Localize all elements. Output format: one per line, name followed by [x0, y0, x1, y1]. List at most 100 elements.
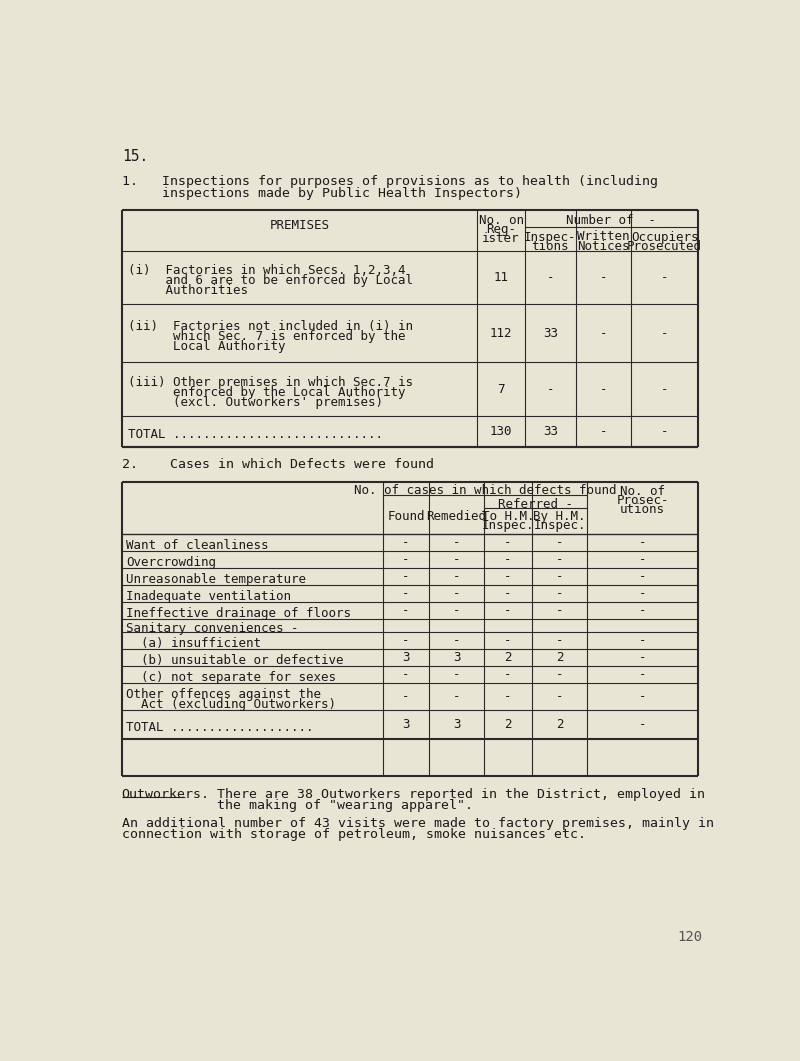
Text: Inspec.: Inspec. — [534, 519, 586, 533]
Text: -: - — [453, 587, 460, 599]
Text: -: - — [402, 691, 410, 703]
Text: (iii) Other premises in which Sec.7 is: (iii) Other premises in which Sec.7 is — [128, 376, 413, 388]
Text: -: - — [661, 425, 668, 438]
Text: Notices: Notices — [577, 240, 630, 253]
Text: 2: 2 — [556, 651, 563, 664]
Text: -: - — [556, 634, 563, 647]
Text: (c) not separate for sexes: (c) not separate for sexes — [126, 672, 336, 684]
Text: -: - — [600, 271, 607, 284]
Text: -: - — [638, 553, 646, 566]
Text: 120: 120 — [678, 929, 702, 943]
Text: An additional number of 43 visits were made to factory premises, mainly in: An additional number of 43 visits were m… — [122, 817, 714, 831]
Text: -: - — [638, 536, 646, 549]
Text: 33: 33 — [542, 327, 558, 340]
Text: 33: 33 — [542, 425, 558, 438]
Text: Reg-: Reg- — [486, 223, 516, 236]
Text: (b) unsuitable or defective: (b) unsuitable or defective — [126, 655, 344, 667]
Text: -: - — [638, 668, 646, 681]
Text: -: - — [504, 634, 512, 647]
Text: -: - — [402, 587, 410, 599]
Text: Prosec-: Prosec- — [616, 493, 669, 507]
Text: -: - — [504, 553, 512, 566]
Text: -: - — [453, 553, 460, 566]
Text: -: - — [504, 668, 512, 681]
Text: Inadequate ventilation: Inadequate ventilation — [126, 590, 291, 603]
Text: -: - — [453, 668, 460, 681]
Text: Inspec-: Inspec- — [524, 230, 577, 244]
Text: 130: 130 — [490, 425, 512, 438]
Text: 7: 7 — [498, 383, 505, 396]
Text: 2: 2 — [556, 718, 563, 731]
Text: 2: 2 — [504, 651, 512, 664]
Text: 112: 112 — [490, 327, 512, 340]
Text: -: - — [504, 691, 512, 703]
Text: -: - — [661, 271, 668, 284]
Text: -: - — [402, 570, 410, 582]
Text: -: - — [453, 634, 460, 647]
Text: -: - — [556, 691, 563, 703]
Text: (ii)  Factories not included in (i) in: (ii) Factories not included in (i) in — [128, 319, 413, 333]
Text: -: - — [402, 604, 410, 616]
Text: Sanitary conveniences -: Sanitary conveniences - — [126, 622, 299, 636]
Text: -: - — [600, 327, 607, 340]
Text: 3: 3 — [453, 718, 460, 731]
Text: Other offences against the: Other offences against the — [126, 689, 322, 701]
Text: 3: 3 — [402, 718, 410, 731]
Text: -: - — [600, 383, 607, 396]
Text: -: - — [556, 536, 563, 549]
Text: and 6 are to be enforced by Local: and 6 are to be enforced by Local — [128, 274, 413, 288]
Text: enforced by the Local Authority: enforced by the Local Authority — [128, 385, 406, 399]
Text: -: - — [638, 634, 646, 647]
Text: Authorities: Authorities — [128, 284, 248, 297]
Text: Prosecuted: Prosecuted — [627, 240, 702, 253]
Text: -: - — [504, 587, 512, 599]
Text: 15.: 15. — [122, 149, 148, 163]
Text: No. on: No. on — [478, 213, 523, 227]
Text: Inspec.: Inspec. — [482, 519, 534, 533]
Text: TOTAL ...................: TOTAL ................... — [126, 721, 314, 734]
Text: -: - — [402, 553, 410, 566]
Text: There are 38 Outworkers reported in the District, employed in: There are 38 Outworkers reported in the … — [193, 788, 705, 801]
Text: -: - — [556, 587, 563, 599]
Text: 3: 3 — [402, 651, 410, 664]
Text: -: - — [504, 604, 512, 616]
Text: -: - — [453, 691, 460, 703]
Text: -: - — [402, 668, 410, 681]
Text: (a) insufficient: (a) insufficient — [126, 638, 262, 650]
Text: -: - — [638, 587, 646, 599]
Text: PREMISES: PREMISES — [270, 219, 330, 232]
Text: Local Authority: Local Authority — [128, 340, 286, 353]
Text: -: - — [546, 383, 554, 396]
Text: -: - — [638, 604, 646, 616]
Text: Occupiers: Occupiers — [631, 230, 698, 244]
Text: (excl. Outworkers' premises): (excl. Outworkers' premises) — [128, 396, 383, 408]
Text: 1.   Inspections for purposes of provisions as to health (including: 1. Inspections for purposes of provision… — [122, 175, 658, 188]
Text: Number of  -: Number of - — [566, 213, 657, 227]
Text: -: - — [661, 327, 668, 340]
Text: -: - — [402, 536, 410, 549]
Text: Overcrowding: Overcrowding — [126, 556, 216, 569]
Text: Referred -: Referred - — [498, 498, 573, 510]
Text: utions: utions — [620, 503, 665, 516]
Text: inspections made by Public Health Inspectors): inspections made by Public Health Inspec… — [122, 187, 522, 199]
Text: Unreasonable temperature: Unreasonable temperature — [126, 573, 306, 586]
Text: 2.    Cases in which Defects were found: 2. Cases in which Defects were found — [122, 458, 434, 471]
Text: tions: tions — [531, 240, 569, 253]
Text: -: - — [546, 271, 554, 284]
Text: -: - — [453, 604, 460, 616]
Text: No. of: No. of — [620, 485, 665, 498]
Text: -: - — [453, 536, 460, 549]
Text: (i)  Factories in which Secs. 1,2,3,4: (i) Factories in which Secs. 1,2,3,4 — [128, 264, 406, 277]
Text: -: - — [661, 383, 668, 396]
Text: which Sec. 7 is enforced by the: which Sec. 7 is enforced by the — [128, 330, 406, 343]
Text: -: - — [556, 604, 563, 616]
Text: Ineffective drainage of floors: Ineffective drainage of floors — [126, 607, 351, 620]
Text: -: - — [504, 536, 512, 549]
Text: -: - — [600, 425, 607, 438]
Text: Outworkers.: Outworkers. — [122, 788, 210, 801]
Text: -: - — [556, 553, 563, 566]
Text: Want of cleanliness: Want of cleanliness — [126, 539, 269, 552]
Text: Remedied: Remedied — [426, 510, 486, 523]
Text: connection with storage of petroleum, smoke nuisances etc.: connection with storage of petroleum, sm… — [122, 828, 586, 841]
Text: -: - — [638, 570, 646, 582]
